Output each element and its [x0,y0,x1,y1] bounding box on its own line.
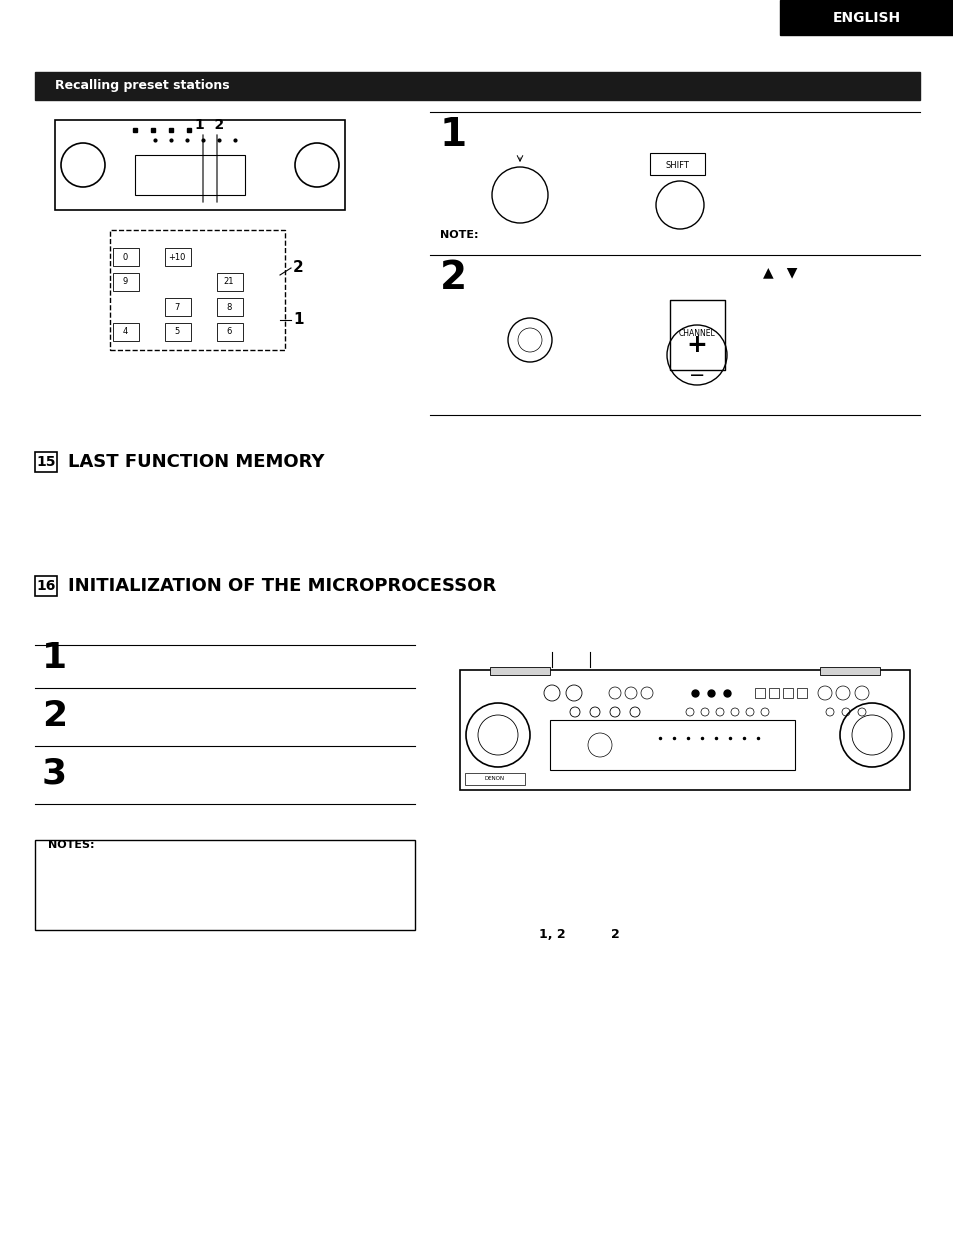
Text: 7: 7 [174,303,179,312]
Bar [782,688,792,698]
Text: 8: 8 [226,303,232,312]
Text: 6: 6 [226,328,232,336]
Text: CHANNEL: CHANNEL [678,329,715,338]
Bar [112,247,139,266]
Text: 1, 2: 1, 2 [538,929,565,941]
Text: 9: 9 [122,277,128,287]
Text: 1: 1 [293,313,303,328]
Text: +: + [686,333,707,357]
Text: ▲   ▼: ▲ ▼ [762,265,797,280]
Bar [112,323,139,341]
Bar [669,301,724,370]
Text: +10: +10 [168,252,186,261]
Text: 1  2: 1 2 [195,118,224,132]
Bar [35,840,415,930]
FancyBboxPatch shape [780,0,953,35]
Bar [459,670,909,790]
Bar [768,688,779,698]
Bar [135,155,245,195]
Bar [216,323,243,341]
Bar [796,688,806,698]
Text: NOTES:: NOTES: [48,840,94,850]
Text: 2: 2 [293,261,303,276]
Text: ENGLISH: ENGLISH [832,11,901,25]
Text: 2: 2 [610,929,618,941]
Text: INITIALIZATION OF THE MICROPROCESSOR: INITIALIZATION OF THE MICROPROCESSOR [68,576,496,595]
Text: NOTE:: NOTE: [439,230,478,240]
Bar [820,667,879,675]
Text: 2: 2 [439,259,467,297]
Text: 0: 0 [122,252,128,261]
Bar [550,720,794,769]
Text: 1: 1 [42,641,67,675]
Text: 21: 21 [224,277,234,287]
Bar [649,153,704,174]
Text: 15: 15 [36,455,55,469]
Bar [35,576,57,596]
Text: −: − [688,365,704,385]
Bar [165,247,191,266]
Bar [165,298,191,315]
Bar [55,120,345,210]
Bar [216,273,243,291]
Text: SHIFT: SHIFT [664,161,688,169]
Bar [112,273,139,291]
Bar [165,323,191,341]
Text: 3: 3 [42,757,67,790]
Text: 16: 16 [36,579,55,593]
Text: 2: 2 [42,699,67,734]
Text: Recalling preset stations: Recalling preset stations [55,79,230,93]
Bar [216,298,243,315]
Text: 4: 4 [122,328,128,336]
Bar [464,773,524,785]
Text: DENON: DENON [484,777,504,782]
Bar [110,230,285,350]
FancyBboxPatch shape [35,72,919,100]
Bar [754,688,764,698]
Bar [35,452,57,473]
Text: LAST FUNCTION MEMORY: LAST FUNCTION MEMORY [68,453,324,471]
Text: 1: 1 [439,116,467,153]
Bar [490,667,550,675]
Text: 5: 5 [174,328,179,336]
